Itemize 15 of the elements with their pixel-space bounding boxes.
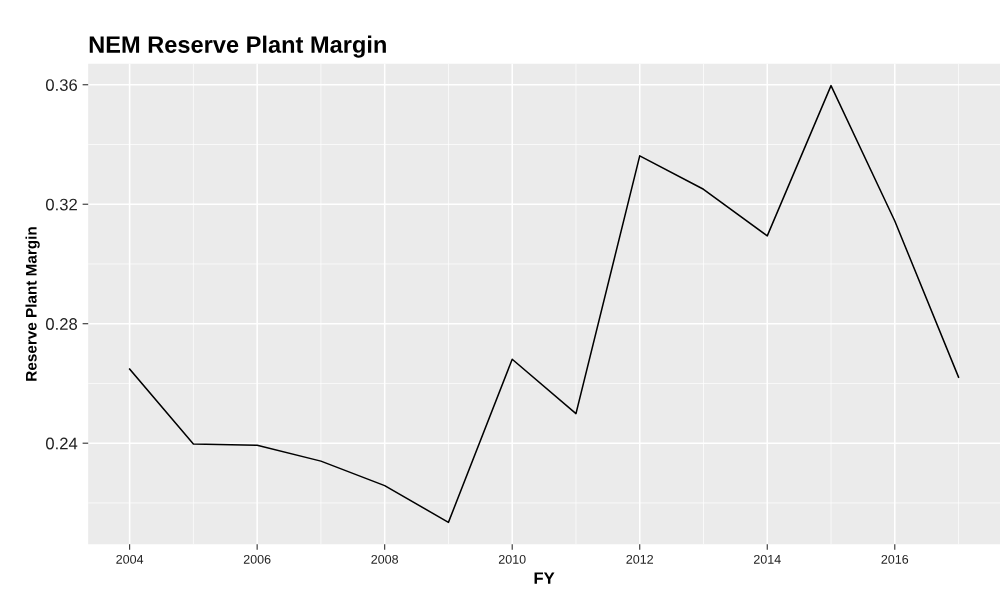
x-tick-label: 2016 <box>881 554 909 564</box>
x-tick-label: 2004 <box>116 554 144 564</box>
y-tick-label: 0.28 <box>45 318 78 330</box>
chart-title: NEM Reserve Plant Margin <box>89 35 386 58</box>
y-tick-label: 0.36 <box>45 79 78 91</box>
x-tick-label: 2012 <box>626 554 654 564</box>
line-series <box>128 84 960 524</box>
x-tick-label: 2014 <box>753 554 781 564</box>
x-axis-title: FY <box>534 572 555 584</box>
y-axis-title: Reserve Plant Margin <box>25 227 40 381</box>
x-tick-label: 2010 <box>498 554 526 564</box>
y-tick-label: 0.24 <box>45 437 78 450</box>
y-tick-label: 0.32 <box>45 198 77 211</box>
x-tick-label: 2008 <box>371 554 399 564</box>
x-tick-label: 2006 <box>243 554 271 564</box>
